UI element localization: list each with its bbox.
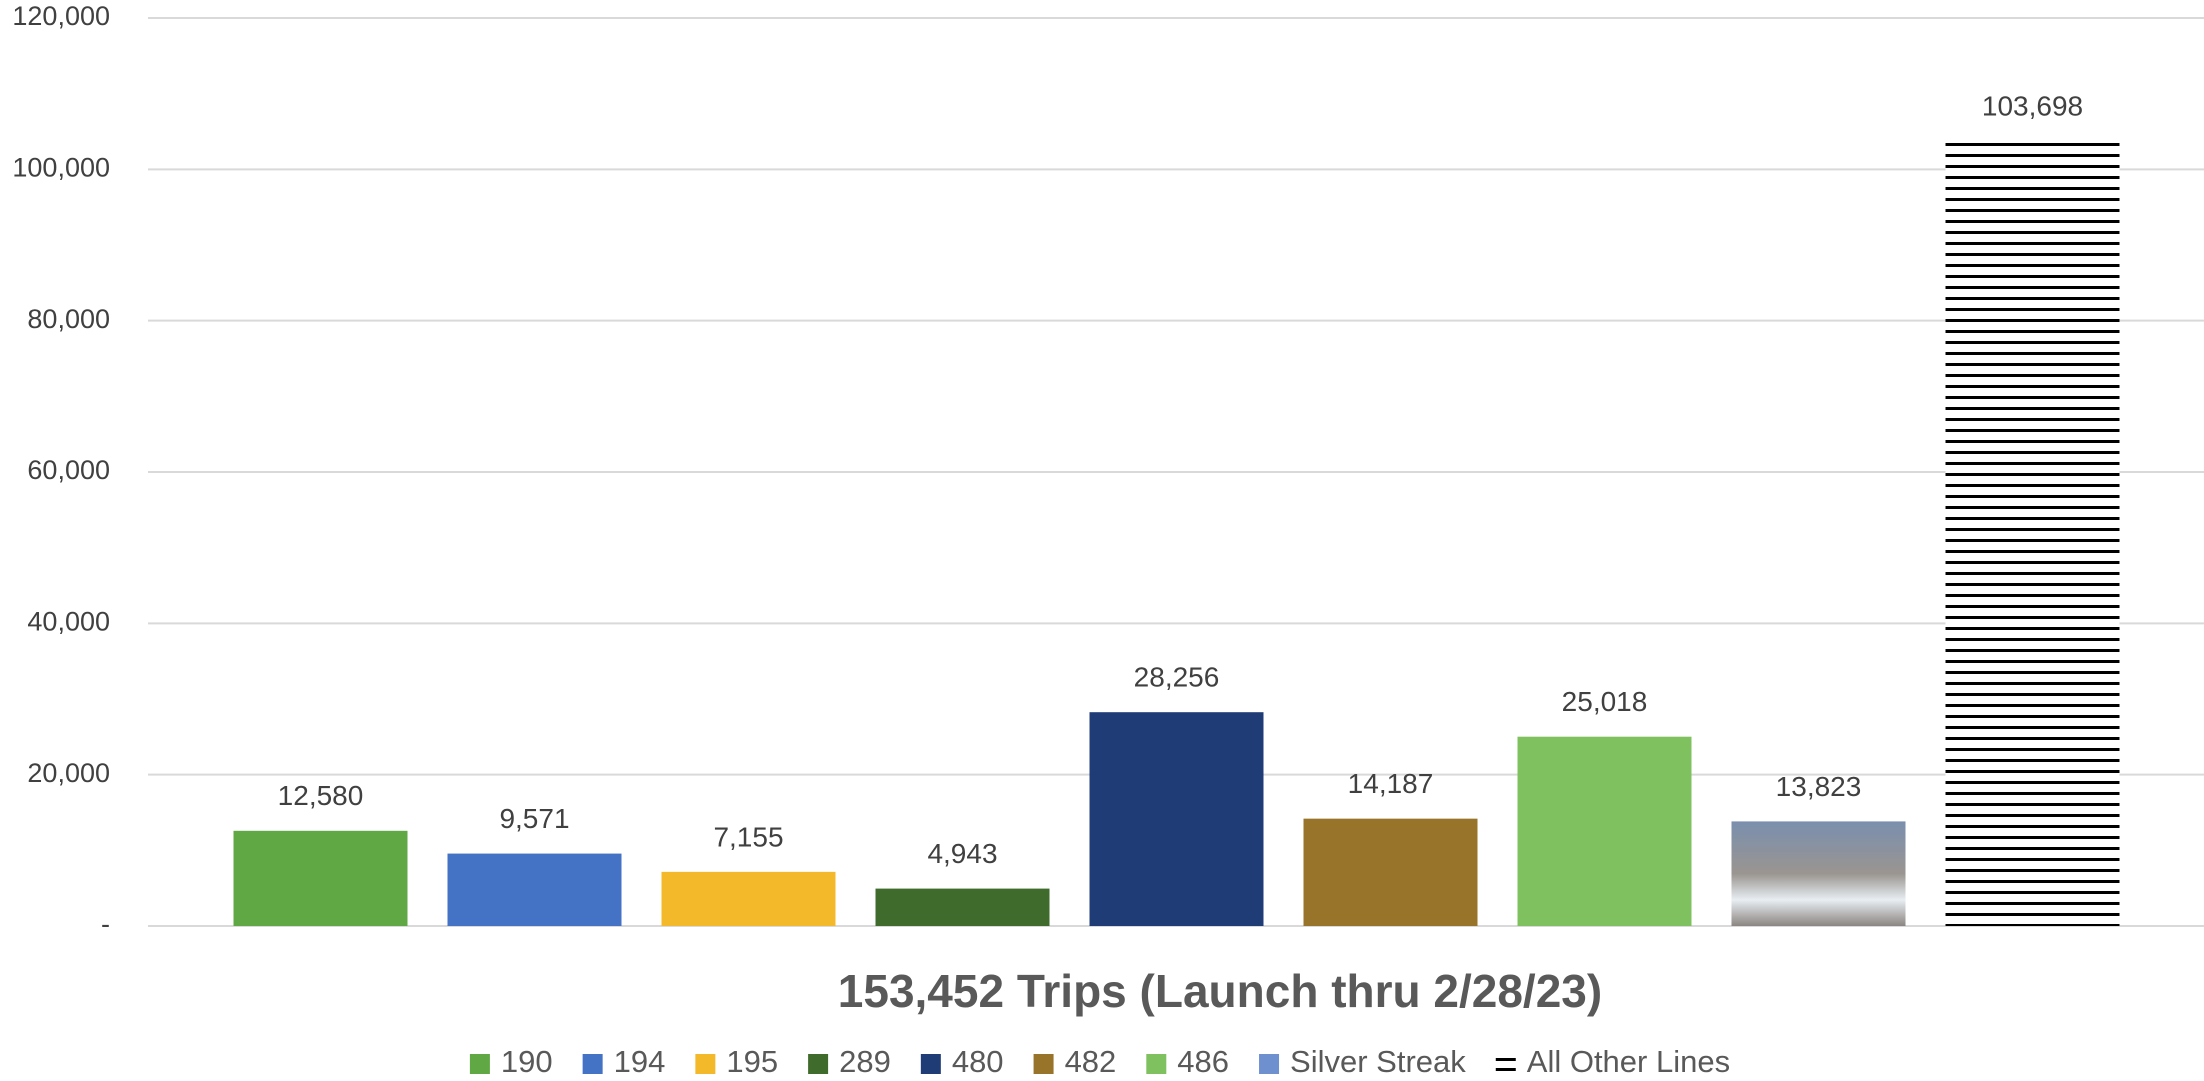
bar: [1517, 736, 1692, 926]
value-label: 25,018: [1562, 686, 1648, 717]
legend-swatch: [808, 1054, 829, 1074]
bar: [1089, 712, 1264, 926]
legend-item: 289: [808, 1044, 891, 1079]
value-label: 14,187: [1348, 768, 1434, 799]
bar: [875, 888, 1050, 926]
legend-label: 190: [501, 1044, 553, 1079]
legend-item: All Other Lines: [1495, 1044, 1730, 1079]
value-label: 7,155: [713, 821, 783, 852]
legend-item: 190: [469, 1044, 553, 1079]
y-tick-label: 60,000: [27, 455, 110, 485]
legend-label: 194: [614, 1044, 666, 1079]
legend-swatch: [1146, 1054, 1167, 1074]
value-label: 103,698: [1982, 91, 2083, 122]
legend-swatch: [695, 1054, 716, 1074]
legend-item: 195: [695, 1044, 778, 1079]
legend-item: 486: [1146, 1044, 1229, 1079]
legend-label: 482: [1065, 1044, 1117, 1079]
legend-swatch: [469, 1054, 490, 1074]
legend-swatch: [920, 1054, 941, 1074]
legend-label: Silver Streak: [1290, 1044, 1466, 1079]
legend-item: 194: [582, 1044, 666, 1079]
value-label: 28,256: [1134, 662, 1220, 693]
legend-swatch: [582, 1054, 603, 1074]
bar: [447, 853, 622, 926]
chart-title: 153,452 Trips (Launch thru 2/28/23): [838, 965, 1602, 1017]
bar: [1303, 818, 1478, 926]
y-tick-label: 120,000: [12, 1, 110, 31]
bar: [1731, 821, 1906, 926]
y-tick-label: 40,000: [27, 606, 110, 636]
value-label: 12,580: [278, 780, 364, 811]
value-label: 4,943: [927, 838, 997, 869]
legend-label: 486: [1177, 1044, 1229, 1079]
legend-label: All Other Lines: [1527, 1044, 1730, 1079]
legend-swatch: [1495, 1058, 1516, 1071]
legend-label: 289: [839, 1044, 891, 1079]
y-tick-label: 100,000: [12, 152, 110, 182]
y-tick-label: -: [101, 909, 110, 939]
legend-swatch: [1259, 1054, 1280, 1074]
legend-item: 482: [1033, 1044, 1117, 1079]
y-tick-label: 20,000: [27, 758, 110, 788]
legend-item: Silver Streak: [1259, 1044, 1466, 1079]
legend-label: 480: [952, 1044, 1004, 1079]
y-tick-label: 80,000: [27, 304, 110, 334]
legend-label: 195: [726, 1044, 778, 1079]
bar: [233, 830, 408, 926]
bar: [1945, 141, 2120, 926]
legend-swatch: [1033, 1054, 1054, 1074]
value-label: 9,571: [499, 803, 569, 834]
value-label: 13,823: [1776, 771, 1862, 802]
bar: [661, 871, 836, 926]
legend-item: 480: [920, 1044, 1004, 1079]
